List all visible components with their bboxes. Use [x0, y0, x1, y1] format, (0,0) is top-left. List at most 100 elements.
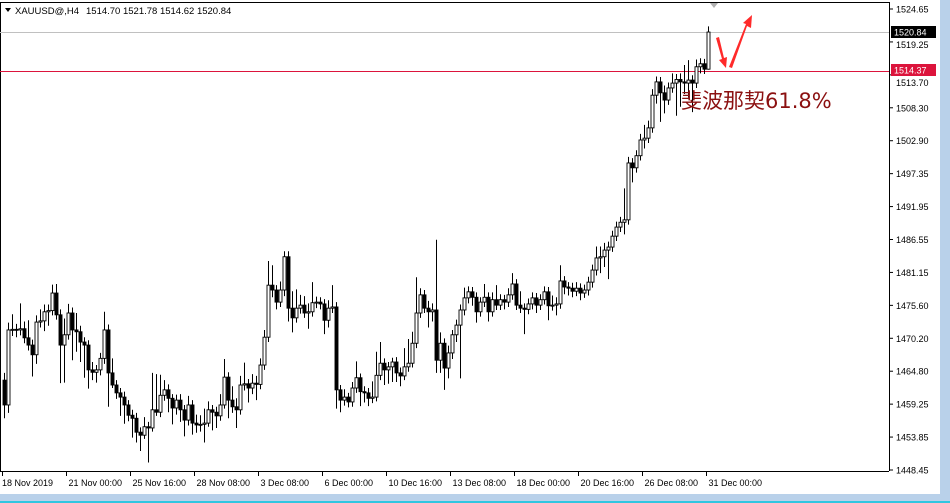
candle-body-bear — [230, 399, 235, 408]
candle — [670, 73, 675, 93]
candle — [74, 313, 79, 352]
candle — [42, 304, 47, 332]
y-tick-label: 1513.70 — [896, 78, 929, 88]
candle-body-bear — [106, 329, 111, 374]
candle-body-bear — [146, 426, 151, 429]
candle — [430, 303, 435, 322]
candle — [142, 417, 147, 439]
candle-body-bear — [338, 389, 343, 401]
candle — [90, 362, 95, 381]
candle — [454, 319, 459, 343]
candle — [242, 362, 247, 391]
candle-body-bear — [130, 414, 135, 419]
candle-body-bull — [42, 311, 47, 322]
candle-body-bull — [530, 297, 535, 305]
candle-body-bear — [134, 417, 139, 433]
candle — [262, 329, 267, 370]
candle-body-bull — [370, 396, 375, 399]
candle — [658, 77, 663, 122]
candle — [162, 380, 167, 401]
candle — [498, 294, 503, 310]
candle — [522, 303, 527, 335]
candle — [382, 358, 387, 385]
candle-body-bear — [286, 256, 291, 309]
candle — [146, 421, 151, 463]
candle-body-bull — [238, 384, 243, 411]
candle-body-bull — [206, 409, 211, 424]
candle — [422, 290, 427, 314]
candle-body-bear — [426, 307, 431, 313]
candle-body-bull — [186, 404, 191, 421]
candle — [678, 73, 683, 107]
candle-body-bull — [306, 311, 311, 314]
candle-body-bear — [90, 369, 95, 373]
candle — [294, 289, 299, 323]
candle-body-bear — [70, 312, 75, 331]
candle-body-bull — [414, 312, 419, 344]
candle-body-bull — [98, 357, 103, 371]
candle — [6, 322, 11, 413]
candle-body-bull — [314, 301, 319, 304]
candle — [70, 307, 75, 361]
candle — [134, 412, 139, 443]
candle — [186, 395, 191, 426]
candle-body-bull — [542, 291, 547, 301]
candle — [462, 287, 467, 316]
candle — [302, 296, 307, 318]
candle — [194, 414, 199, 433]
candle — [486, 292, 491, 322]
candle — [22, 321, 27, 344]
candle-body-bear — [690, 79, 695, 84]
candle — [26, 320, 31, 351]
candle — [574, 282, 579, 297]
candle — [342, 389, 347, 406]
candle — [626, 156, 631, 225]
candle-body-bull — [454, 324, 459, 336]
candle-body-bull — [666, 87, 671, 101]
candle — [190, 400, 195, 435]
candle-body-bull — [6, 329, 11, 406]
candle-body-bull — [646, 127, 651, 139]
candle — [10, 314, 15, 336]
candle — [18, 303, 23, 336]
candle — [150, 372, 155, 432]
candle — [654, 76, 659, 104]
candle-body-bear — [154, 409, 159, 413]
candle — [686, 60, 691, 98]
candle-body-bear — [470, 291, 475, 298]
level-price-label: 1514.37 — [891, 64, 936, 76]
candle — [170, 394, 175, 425]
candle — [326, 300, 331, 328]
candle-body-bull — [490, 299, 495, 313]
candle-body-bull — [50, 292, 55, 312]
candle — [258, 358, 263, 390]
candle-body-bear — [270, 284, 275, 291]
candle — [14, 323, 19, 338]
candle — [634, 150, 639, 173]
candle — [674, 74, 679, 116]
candle-body-bear — [22, 328, 27, 339]
candle — [358, 373, 363, 407]
y-tick-label: 1508.30 — [896, 103, 929, 113]
candle — [630, 158, 635, 183]
candle-body-bull — [706, 31, 711, 70]
candle — [426, 300, 431, 328]
chart-shift-marker-icon[interactable] — [710, 3, 718, 8]
candle — [126, 400, 131, 422]
candle — [514, 279, 519, 310]
candle-body-bull — [418, 294, 423, 314]
candle — [386, 362, 391, 384]
candle-body-bear — [494, 299, 499, 306]
candle — [434, 239, 439, 373]
collapse-triangle-icon[interactable] — [5, 8, 11, 12]
candle-body-bear — [318, 301, 323, 305]
candle-body-bull — [634, 155, 639, 169]
candle-body-bear — [58, 314, 63, 346]
candle — [238, 375, 243, 415]
y-tick-label: 1524.65 — [896, 5, 929, 15]
candle-body-bull — [654, 81, 659, 96]
y-tick-label: 1453.85 — [896, 433, 929, 443]
candle-body-bull — [66, 312, 71, 336]
candle — [618, 216, 623, 232]
